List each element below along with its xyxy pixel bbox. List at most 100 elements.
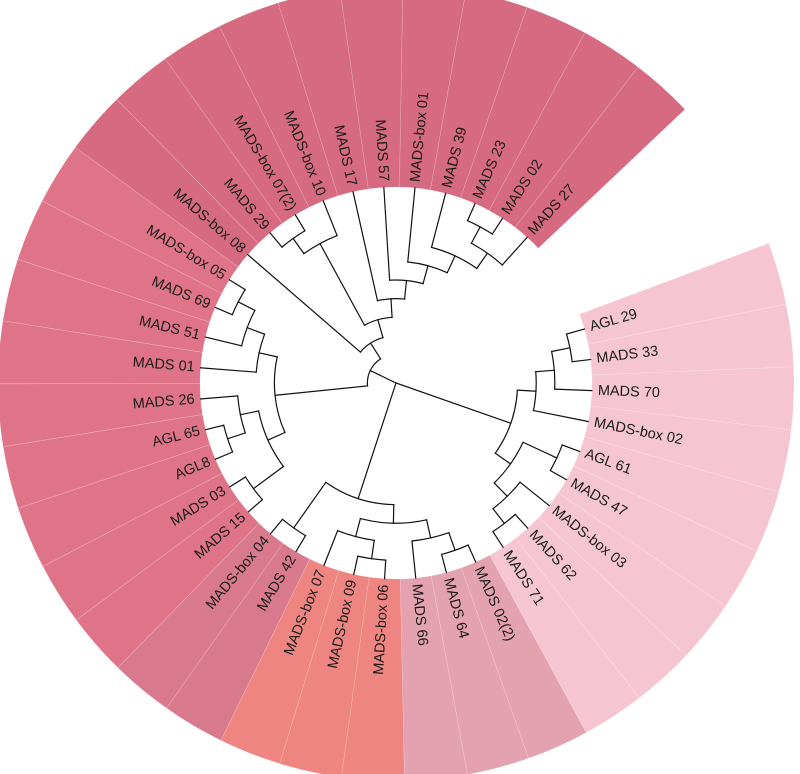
clade-sector	[557, 465, 758, 607]
tree-branch	[492, 507, 506, 525]
tree-branch	[549, 469, 568, 481]
tree-branch	[494, 452, 512, 465]
tree-branch	[554, 388, 593, 392]
clade-sector	[399, 575, 468, 774]
tree-branch	[403, 279, 408, 300]
tree-branch	[535, 369, 555, 373]
clade-sector	[573, 436, 780, 552]
tree-branch	[200, 395, 239, 400]
tree-root-branch	[369, 369, 397, 384]
clade-sector	[488, 32, 639, 228]
clade-sector	[341, 576, 405, 774]
tree-branch	[522, 441, 558, 459]
tree-branch	[274, 385, 369, 396]
tree-branch	[292, 237, 305, 255]
clade-sector	[460, 554, 587, 759]
tree-branch	[501, 236, 528, 266]
tree-branch	[352, 191, 379, 302]
tree-branch	[491, 217, 504, 235]
tree-branch	[247, 498, 264, 513]
tree-branch	[319, 242, 366, 327]
tree-branch	[369, 342, 382, 360]
tree-branch	[292, 481, 327, 529]
tree-branch	[214, 451, 234, 461]
tree-branch	[228, 278, 247, 291]
tree-branch	[295, 534, 307, 553]
clade-sector	[0, 320, 203, 385]
leaf-label: MADS 01	[132, 355, 195, 376]
clade-sector	[514, 66, 686, 249]
tree-root-branch	[357, 382, 397, 500]
tree-branch	[565, 328, 586, 335]
clade-sector	[399, 0, 465, 191]
leaf-label: MADS 33	[596, 343, 660, 366]
tree-branch	[214, 306, 234, 316]
clade-sector	[579, 242, 787, 345]
tree-branch	[390, 298, 393, 318]
tree-branch	[446, 255, 456, 274]
tree-branch	[571, 358, 592, 363]
tree-branch	[246, 326, 266, 335]
clade-sector	[341, 0, 403, 190]
tree-branch	[322, 200, 338, 237]
tree-branch	[550, 347, 571, 353]
leaf-label: MADS 26	[132, 391, 195, 412]
tree-branch	[470, 226, 482, 245]
tree-branch	[383, 186, 391, 281]
tree-branch	[353, 555, 359, 576]
tree-branch	[514, 513, 529, 529]
clade-sector	[219, 2, 339, 208]
tree-branch	[239, 410, 260, 416]
clade-sector	[17, 444, 223, 567]
tree-branch	[228, 476, 247, 488]
leaf-label: MADS 66	[408, 583, 430, 646]
tree-branch	[493, 482, 509, 498]
tree-branch	[377, 319, 384, 339]
tree-branch	[204, 424, 225, 431]
clade-sector	[584, 405, 792, 493]
tree-branch	[252, 465, 285, 490]
tree-branch	[492, 530, 504, 549]
clade-sector	[2, 414, 211, 509]
tree-branch	[448, 531, 456, 552]
tree-branch	[532, 409, 589, 423]
tree-branch	[269, 232, 283, 248]
tree-branch	[246, 253, 362, 353]
tree-branch	[370, 539, 375, 560]
tree-branch	[237, 301, 256, 312]
tree-branch	[354, 517, 362, 538]
tree-branch	[323, 529, 339, 567]
tree-branch	[475, 252, 489, 270]
tree-branch	[383, 559, 387, 580]
tree-branch	[425, 519, 432, 539]
clade-sector	[430, 567, 529, 774]
tree-branch	[407, 187, 416, 263]
tree-branch	[466, 202, 476, 222]
tree-branch	[519, 481, 550, 507]
tree-branch	[516, 389, 537, 392]
tree-branch	[258, 352, 278, 358]
leaf-label: MADS-box 06	[371, 584, 392, 675]
clade-sector	[489, 537, 640, 733]
leaf-label: MADS 70	[598, 383, 661, 401]
clade-sector	[277, 0, 369, 197]
clade-sector	[220, 558, 340, 764]
clade-sector	[166, 542, 311, 741]
tree-branch	[269, 518, 284, 535]
clade-sector	[460, 6, 586, 211]
tree-branch	[561, 444, 581, 453]
leaf-label: MADS 57	[372, 119, 392, 182]
clade-sector	[41, 146, 239, 294]
clade-sector	[587, 303, 794, 376]
tree-branch	[467, 544, 477, 563]
tree-branch	[440, 553, 448, 574]
tree-branch	[294, 213, 306, 232]
tree-branch	[422, 264, 429, 285]
tree-branch	[199, 367, 257, 373]
tree-branch	[411, 540, 417, 579]
clade-sector	[74, 98, 259, 268]
tree-branch	[267, 431, 286, 441]
